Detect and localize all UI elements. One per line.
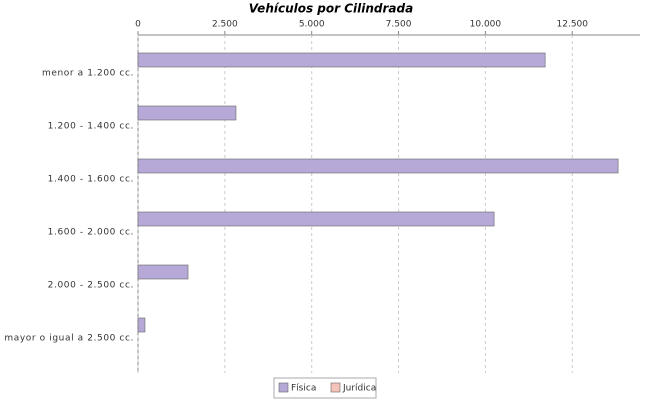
legend-label: Física [291,384,316,394]
y-tick-label: 1.600 - 2.000 cc. [48,228,134,238]
legend [273,377,377,399]
legend-label: Jurídica [342,384,376,394]
bar [137,52,546,68]
x-tick-label: 2.500 [212,20,238,30]
x-tick-label: 12.500 [557,20,589,30]
y-tick-label: 1.400 - 1.600 cc. [48,175,134,185]
legend-swatch [278,382,289,393]
chart-title: Vehículos por Cilindrada [249,2,413,16]
bar [137,317,146,333]
x-tick-label: 7.500 [386,20,412,30]
legend-swatch [330,382,341,393]
x-tick-label: 0 [135,20,141,30]
y-tick-label: 1.200 - 1.400 cc. [48,122,134,132]
x-tick-label: 5.000 [299,20,325,30]
bar [137,264,189,280]
bar [137,158,619,174]
x-tick-label: 10.000 [470,20,502,30]
bar [137,211,495,227]
y-tick-label: mayor o igual a 2.500 cc. [4,334,134,344]
y-tick-label: menor a 1.200 cc. [42,69,134,79]
bar [137,105,237,121]
y-tick-label: 2.000 - 2.500 cc. [48,281,134,291]
